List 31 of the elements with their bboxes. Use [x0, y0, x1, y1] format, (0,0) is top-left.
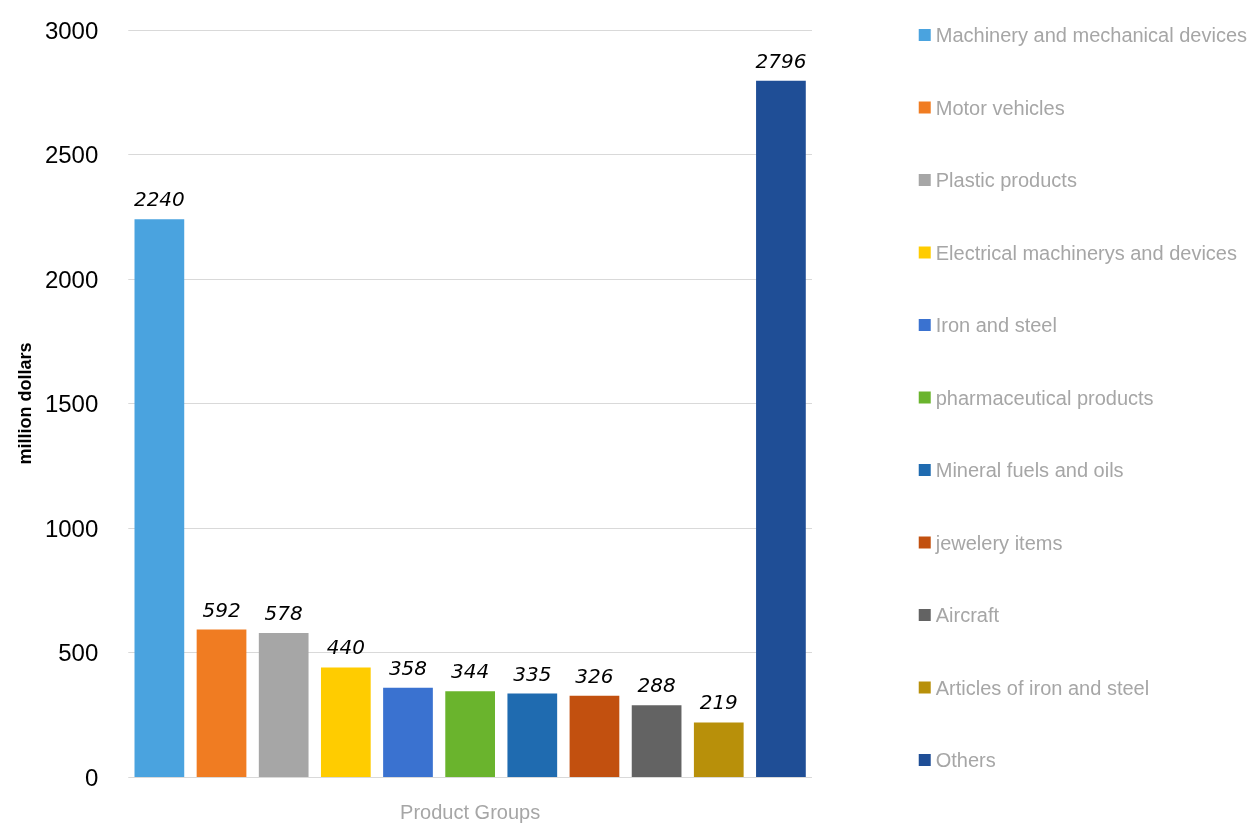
data-label: 440: [326, 635, 365, 660]
legend-label: Articles of iron and steel: [935, 676, 1150, 699]
legend-label: Others: [935, 749, 996, 771]
y-tick-label: 3000: [44, 16, 99, 44]
data-label: 578: [264, 601, 303, 626]
legend-label: Machinery and mechanical devices: [935, 24, 1248, 46]
legend-label: Aircraft: [935, 604, 1000, 626]
legend-label: pharmaceutical products: [935, 386, 1154, 409]
data-label: 326: [575, 663, 614, 688]
y-axis-title: million dollars: [15, 342, 35, 465]
data-label: 219: [699, 690, 738, 715]
legend-label: Motor vehicles: [935, 96, 1065, 119]
data-label: 358: [388, 655, 428, 680]
data-label: 344: [451, 659, 490, 684]
data-label: 288: [637, 673, 676, 698]
y-tick-label: 1500: [44, 390, 99, 417]
x-axis-title: Product Groups: [400, 801, 541, 823]
legend-label: Plastic products: [935, 169, 1077, 191]
legend-label: Electrical machinerys and devices: [935, 241, 1237, 264]
y-tick-label: 500: [58, 639, 99, 666]
y-tick-label: 0: [84, 763, 99, 791]
data-label: 2796: [755, 48, 807, 73]
legend-label: Iron and steel: [935, 314, 1057, 336]
y-tick-label: 2500: [44, 141, 99, 168]
data-label: 2240: [133, 187, 185, 212]
data-label: 592: [202, 597, 241, 622]
legend-label: jewelery items: [934, 531, 1063, 554]
y-tick-label: 2000: [44, 265, 99, 293]
y-tick-label: 1000: [44, 514, 99, 542]
data-label: 335: [513, 661, 552, 686]
legend-label: Mineral fuels and oils: [935, 459, 1124, 481]
